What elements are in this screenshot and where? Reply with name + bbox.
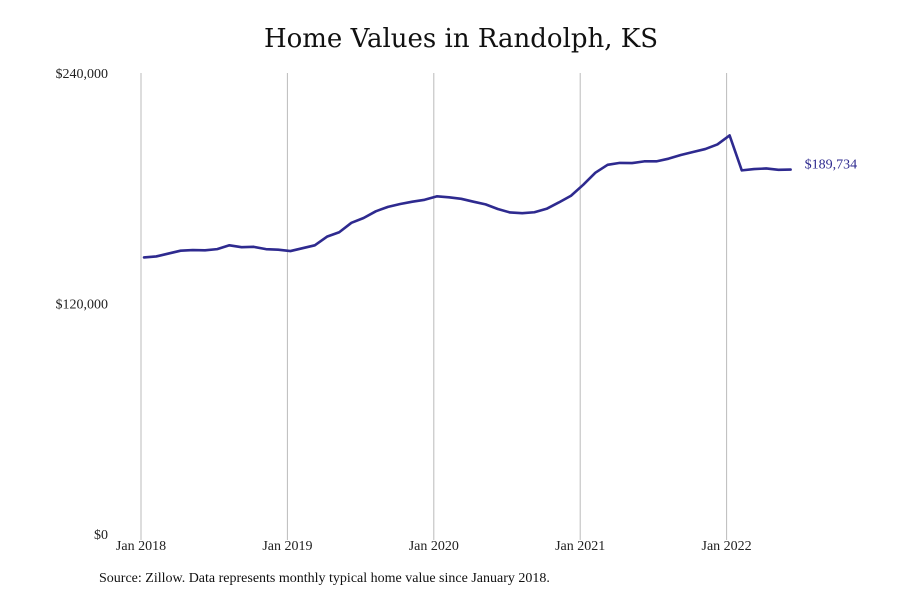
y-tick-label: $120,000 bbox=[56, 298, 109, 313]
x-tick-label: Jan 2022 bbox=[702, 539, 752, 554]
chart-title: Home Values in Randolph, KS bbox=[263, 24, 659, 54]
x-tick-label: Jan 2020 bbox=[409, 539, 459, 554]
y-tick-label: $240,000 bbox=[56, 67, 109, 82]
x-tick-label: Jan 2021 bbox=[555, 539, 605, 554]
source-note: Source: Zillow. Data represents monthly … bbox=[99, 571, 550, 586]
x-tick-label: Jan 2018 bbox=[116, 539, 166, 554]
end-value-label: $189,734 bbox=[805, 158, 858, 173]
series-line bbox=[142, 134, 792, 259]
x-tick-label: Jan 2019 bbox=[262, 539, 312, 554]
y-tick-label: $0 bbox=[94, 528, 108, 543]
